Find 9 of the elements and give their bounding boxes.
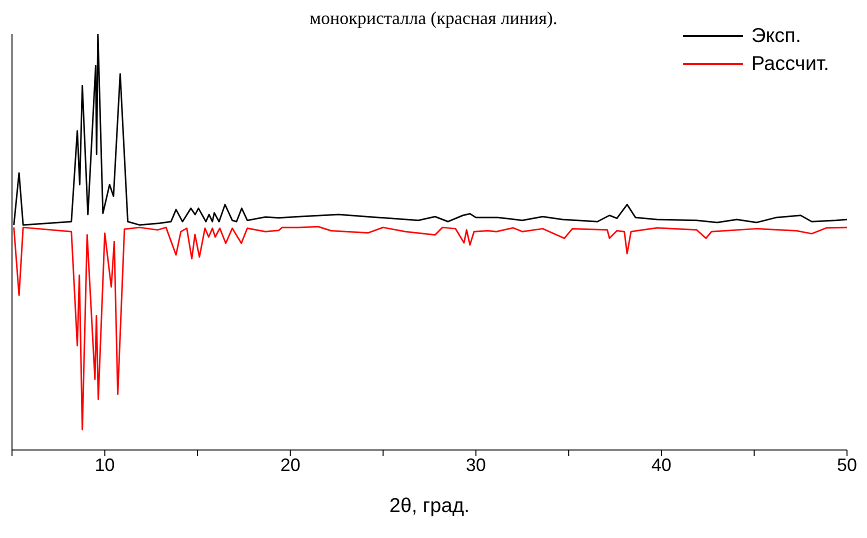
x-axis-title: 2θ, град. <box>389 495 470 517</box>
legend-label: Рассчит. <box>751 52 829 76</box>
x-tick-label: 20 <box>280 454 300 475</box>
x-tick-label: 10 <box>94 454 115 475</box>
x-tick-label: 30 <box>466 454 486 475</box>
legend-label: Эксп. <box>751 24 802 48</box>
x-tick-label: 40 <box>651 454 672 475</box>
x-tick-label: 50 <box>836 454 858 475</box>
chart-title: монокристалла (красная линия). <box>310 8 558 28</box>
